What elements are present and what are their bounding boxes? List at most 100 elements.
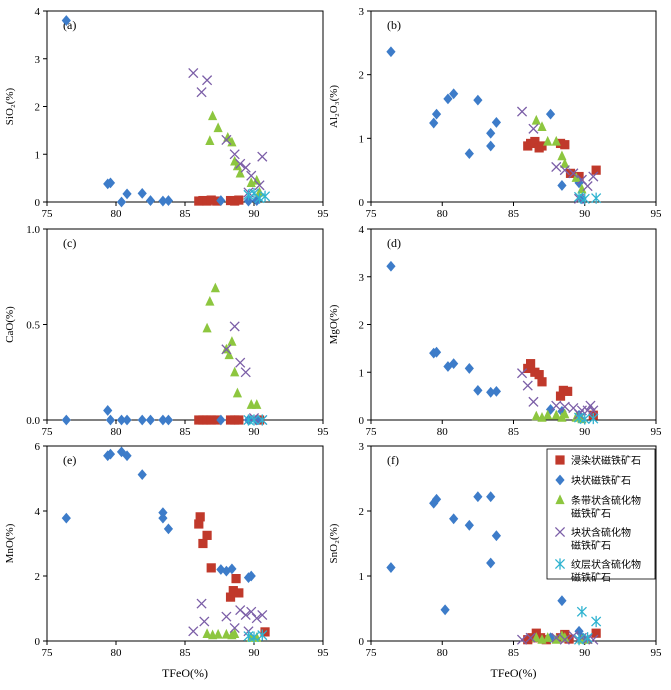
data-point-square <box>198 538 208 549</box>
data-point-diamond <box>116 414 127 426</box>
y-tick-label: 2 <box>359 506 365 518</box>
data-point-diamond <box>557 595 567 607</box>
panel-label: (e) <box>63 453 76 467</box>
x-tick-label: 90 <box>249 426 261 438</box>
data-point-x <box>221 611 232 622</box>
data-point-asterisk <box>259 190 271 202</box>
x-axis-label: TFeO(%) <box>162 666 208 680</box>
y-axis-label: SnO₂(%) <box>328 523 340 563</box>
data-point-diamond <box>491 117 501 128</box>
data-point-square <box>202 530 212 540</box>
data-point-diamond <box>386 260 396 272</box>
data-point-diamond <box>491 530 501 542</box>
data-point-triangle <box>551 135 561 146</box>
data-point-x <box>235 158 246 169</box>
x-tick-label: 90 <box>579 208 591 220</box>
y-tick-label: 2 <box>35 102 41 114</box>
data-point-diamond <box>227 563 237 575</box>
series-x <box>188 68 268 198</box>
series-x <box>188 598 268 637</box>
y-tick-label: 0 <box>359 415 365 427</box>
data-point-square <box>234 588 244 598</box>
data-point-triangle <box>235 167 245 178</box>
data-point-x <box>246 606 257 617</box>
panel-c: 75 80 85 90 95 0.0 0.5 1.0 CaO(%) (c) <box>4 224 329 438</box>
data-point-diamond <box>61 15 71 26</box>
legend-entry-label: 磁铁矿石 <box>571 507 611 520</box>
series-triangle <box>202 282 262 409</box>
data-point-triangle <box>202 628 212 638</box>
data-point-x <box>199 616 210 627</box>
data-point-diamond <box>545 108 556 120</box>
plot-frame <box>370 10 657 203</box>
panel-e: 75 80 85 90 95 0 2 4 6 MnO(%) TFeO(%) (e) <box>4 441 329 680</box>
data-point-diamond <box>574 625 584 637</box>
series-triangle <box>205 110 265 197</box>
series-x <box>516 368 599 420</box>
data-point-triangle <box>531 410 541 421</box>
series-asterisk <box>573 191 602 205</box>
legend-entry-label: 浸染状磁铁矿石 <box>571 454 641 467</box>
x-tick-label: 95 <box>651 208 663 220</box>
y-tick-label: 1 <box>35 149 41 161</box>
data-point-diamond <box>122 188 132 200</box>
data-point-square <box>194 519 204 529</box>
data-point-square <box>206 563 216 573</box>
y-tick-label: 0.0 <box>26 415 40 427</box>
data-point-square <box>565 168 576 178</box>
data-point-x <box>516 106 528 117</box>
data-point-x <box>582 181 593 192</box>
data-point-diamond <box>555 474 565 486</box>
data-point-diamond <box>464 519 474 531</box>
data-point-diamond <box>105 414 116 426</box>
data-point-triangle <box>224 349 234 360</box>
data-point-x <box>196 598 207 609</box>
x-tick-label: 75 <box>366 647 378 659</box>
y-axis-label: SiO₂(%) <box>4 87 16 125</box>
x-axis-label: TFeO(%) <box>491 666 537 680</box>
legend-box <box>546 448 656 580</box>
series-diamond <box>61 15 262 208</box>
series-triangle <box>531 114 587 194</box>
data-point-x <box>221 344 232 355</box>
data-point-square <box>530 136 540 147</box>
data-point-x <box>257 151 268 162</box>
data-point-asterisk <box>576 606 587 618</box>
y-tick-label: 0 <box>359 636 365 648</box>
data-point-square <box>234 415 244 425</box>
x-tick-label: 90 <box>249 647 261 659</box>
data-point-diamond <box>145 195 156 206</box>
data-point-triangle <box>232 160 243 171</box>
data-point-square <box>555 455 565 465</box>
data-point-triangle <box>557 150 567 161</box>
data-point-x <box>559 165 570 176</box>
data-point-triangle <box>531 632 541 642</box>
series-diamond <box>61 446 256 584</box>
data-point-asterisk <box>591 192 602 204</box>
legend: 浸染状磁铁矿石块状磁铁矿石条带状含硫化物磁铁矿石块状含硫化物磁铁矿石纹层状含硫化… <box>546 448 656 584</box>
data-point-square <box>591 165 601 175</box>
x-tick-label: 85 <box>508 208 520 220</box>
data-point-x <box>516 634 528 645</box>
data-point-square <box>564 634 574 644</box>
y-tick-label: 0 <box>359 197 365 209</box>
data-point-asterisk <box>573 412 585 424</box>
y-axis-label: Al₂O₃(%) <box>328 85 340 128</box>
data-point-diamond <box>431 108 442 120</box>
data-point-diamond <box>216 195 226 206</box>
data-point-triangle <box>543 135 553 146</box>
x-tick-label: 75 <box>42 426 54 438</box>
data-point-x <box>246 170 257 181</box>
legend-entry-label: 块状磁铁矿石 <box>571 474 631 487</box>
x-tick-label: 75 <box>42 208 54 220</box>
data-point-x <box>559 634 570 645</box>
y-tick-label: 3 <box>359 441 365 453</box>
series-asterisk <box>573 606 602 646</box>
data-point-triangle <box>252 399 262 409</box>
plot-frame <box>46 228 324 421</box>
x-tick-label: 90 <box>579 647 591 659</box>
series-diamond <box>386 46 587 205</box>
y-axis-label: MnO(%) <box>4 523 16 563</box>
